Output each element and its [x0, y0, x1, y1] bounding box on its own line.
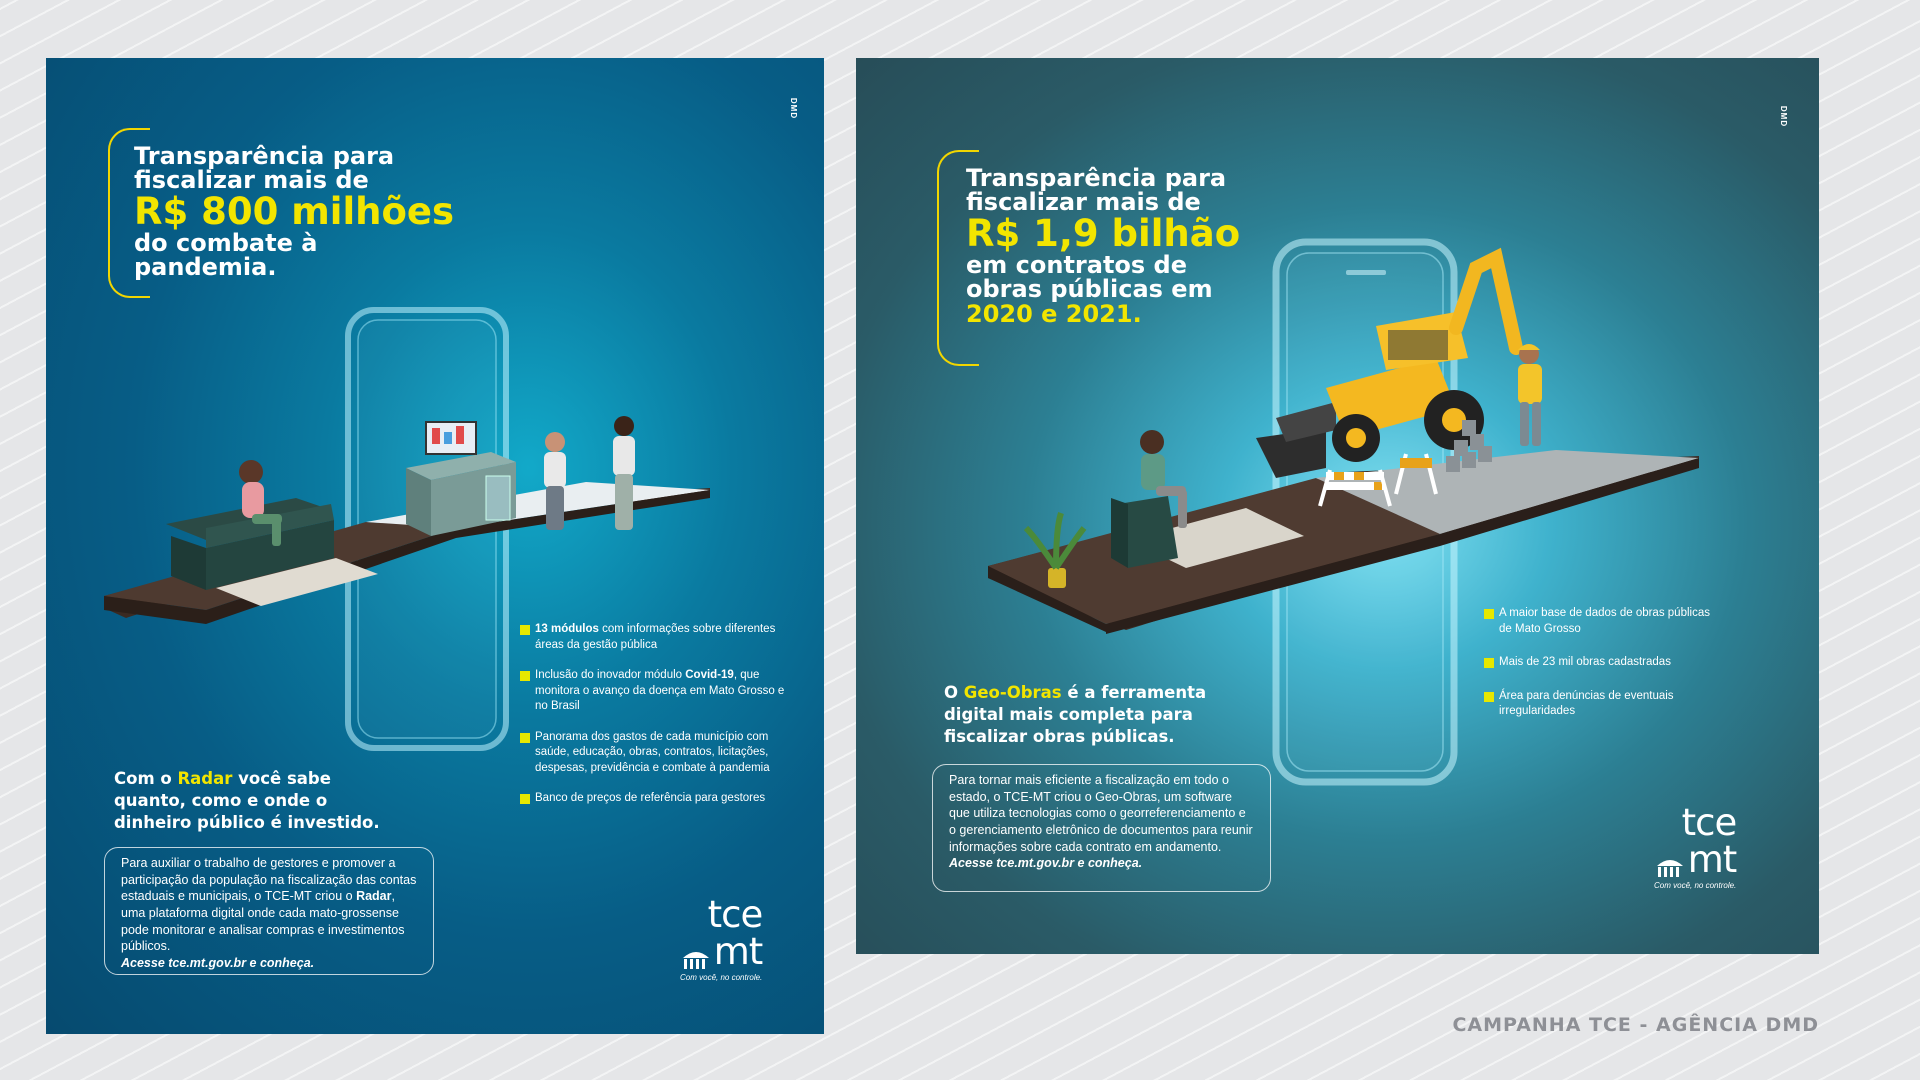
radar-description-box: Para auxiliar o trabalho de gestores e p…	[104, 847, 434, 975]
headline: Transparência para fiscalizar mais de R$…	[134, 144, 454, 280]
radar-illustration	[104, 307, 710, 751]
bullet-marker	[520, 732, 530, 743]
headline-line-4: pandemia.	[134, 253, 277, 282]
bullet-marker	[520, 794, 530, 805]
headline: Transparência para fiscalizar mais de R$…	[966, 164, 1241, 328]
website-callout: Acesse tce.mt.gov.br e conheça.	[121, 955, 315, 970]
bullet-marker	[1484, 691, 1494, 702]
tce-mt-logo: tce mt Com você, no controle.	[1654, 801, 1737, 890]
feature-list: A maior base de dados de obras públicas …	[1484, 606, 1714, 735]
geo-obras-claim: O Geo-Obras é a ferramenta digital mais …	[944, 683, 1207, 746]
headline-line-3: do combate à	[134, 228, 318, 257]
bullet-marker	[1484, 658, 1494, 669]
bullet-marker	[520, 671, 530, 682]
institution-building-icon	[682, 952, 709, 969]
feature-item: A maior base de dados de obras públicas …	[1484, 606, 1714, 637]
two-people	[544, 416, 635, 530]
brick-pile	[1446, 420, 1492, 472]
website-callout: Acesse tce.mt.gov.br e conheça.	[949, 856, 1143, 871]
geo-obras-ad-panel: DMD Transparência para fiscalizar mais d…	[856, 58, 1819, 954]
sofa	[166, 498, 334, 590]
potted-plant	[1023, 512, 1087, 588]
headline-amount: R$ 1,9 bilhão	[966, 211, 1241, 255]
bullet-marker	[520, 625, 530, 635]
man-figure	[1140, 430, 1187, 528]
feature-item: Mais de 23 mil obras cadastradas	[1484, 655, 1714, 671]
radar-claim: Com o Radar você sabe quanto, como e ond…	[114, 769, 380, 832]
campaign-caption: CAMPANHA TCE - AGÊNCIA DMD	[1452, 1014, 1819, 1036]
construction-worker	[1518, 344, 1542, 446]
headline-line-2: fiscalizar mais de	[134, 166, 369, 195]
desk	[406, 421, 516, 536]
backhoe-loader	[1256, 247, 1523, 478]
armchair	[1111, 496, 1178, 568]
headline-bracket	[108, 128, 150, 298]
headline-amount: R$ 800 milhões	[134, 189, 455, 233]
feature-list: 13 módulos com informações sobre diferen…	[520, 622, 796, 822]
geo-obras-illustration	[988, 238, 1699, 786]
feature-item: Panorama dos gastos de cada município co…	[520, 730, 796, 777]
tce-mt-logo: tce mt Com você, no controle.	[680, 893, 763, 982]
geo-obras-description-box: Para tornar mais eficiente a fiscalizaçã…	[932, 764, 1271, 892]
bullet-marker	[1484, 609, 1494, 619]
headline-bracket	[937, 150, 979, 366]
feature-item: Área para denúncias de eventuais irregul…	[1484, 689, 1714, 720]
institution-building-icon	[1656, 860, 1683, 877]
woman-figure	[239, 460, 282, 546]
radar-ad-panel: DMD Transparência para fiscalizar mais d…	[46, 58, 824, 1034]
headline-line-1: Transparência para	[134, 142, 395, 170]
feature-item: Banco de preços de referência para gesto…	[520, 791, 796, 807]
road-barrier	[1318, 453, 1438, 507]
feature-item: Inclusão do inovador módulo Covid-19, qu…	[520, 668, 796, 715]
feature-item: 13 módulos com informações sobre diferen…	[520, 622, 796, 653]
